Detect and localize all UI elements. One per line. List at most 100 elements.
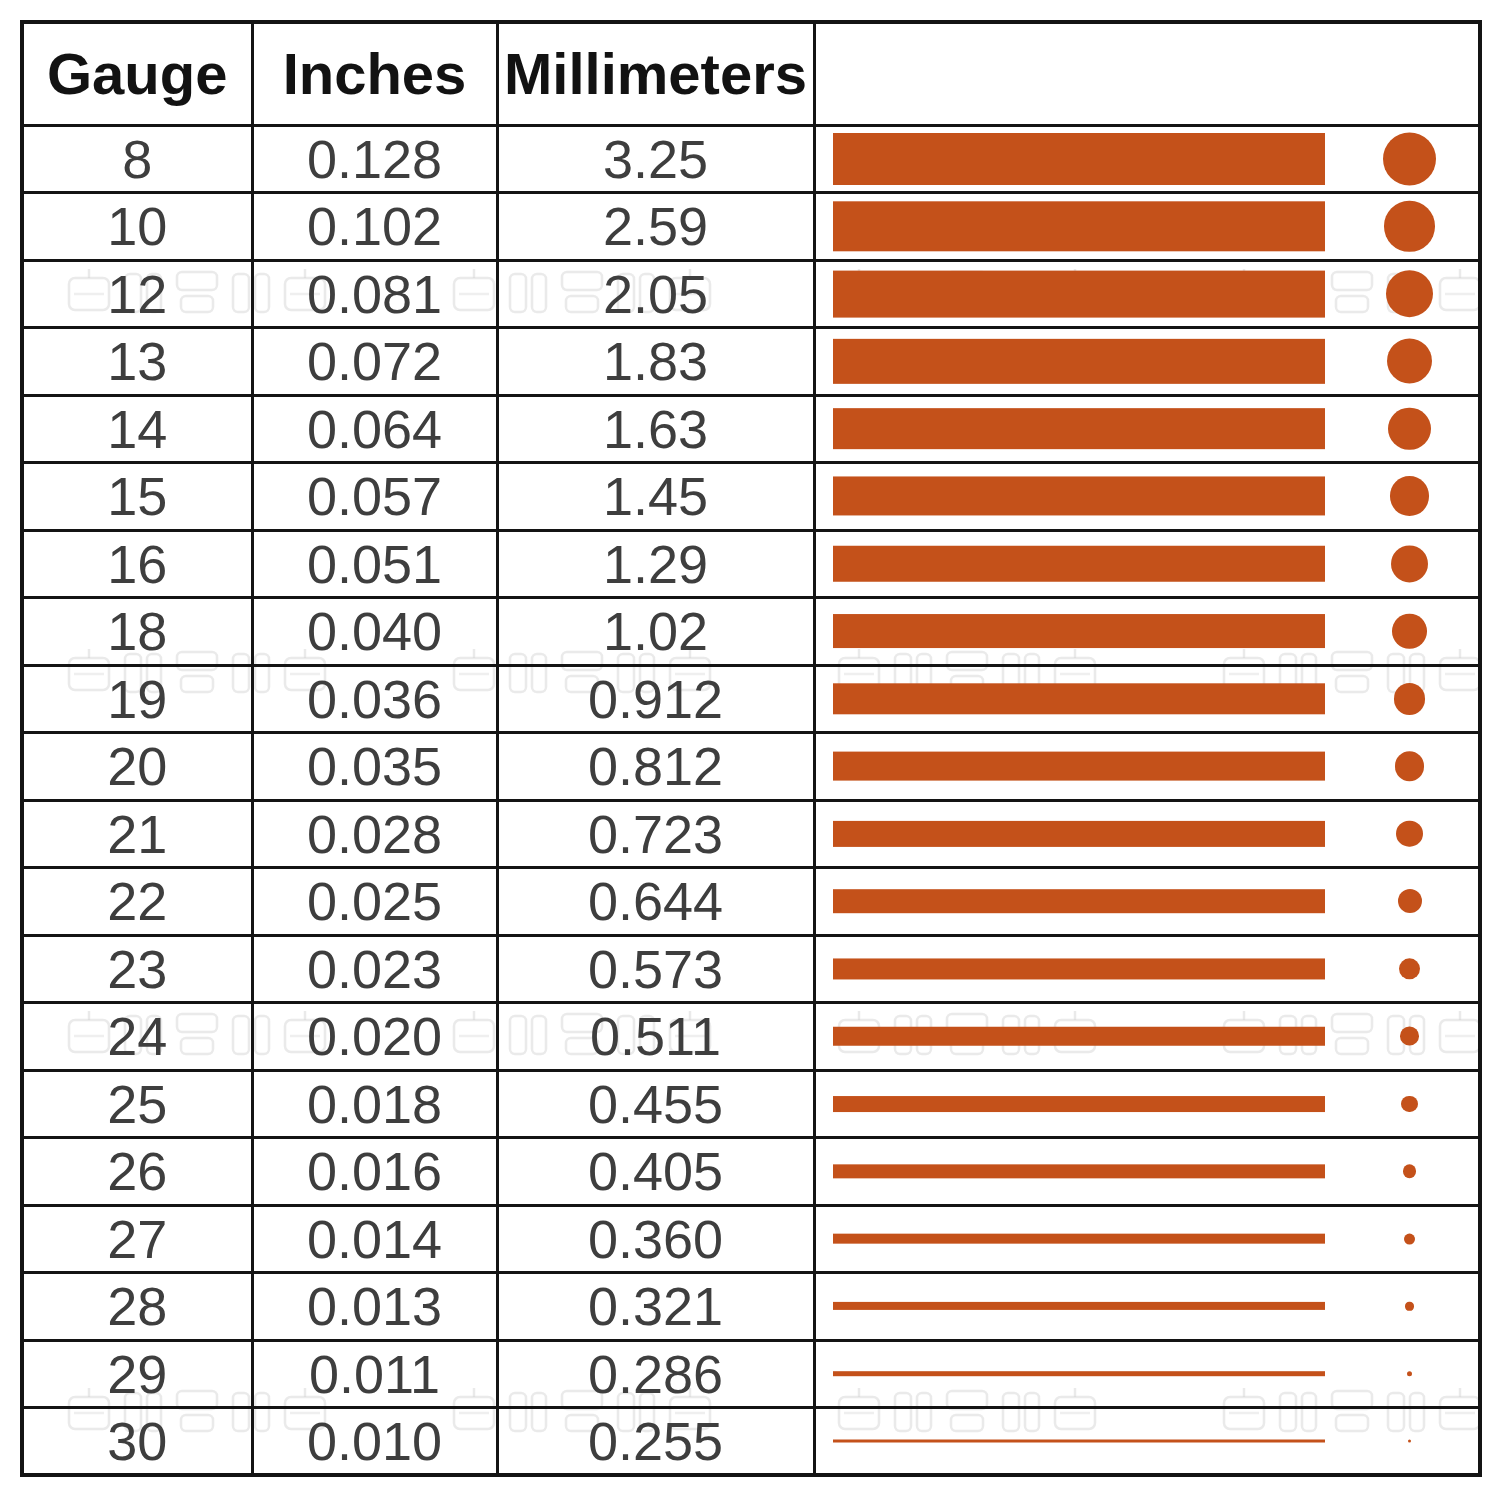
millimeters-cell: 2.05	[497, 260, 814, 328]
gauge-cell: 26	[22, 1138, 252, 1206]
millimeters-cell: 0.286	[497, 1340, 814, 1408]
wire-thickness-bar	[833, 889, 1325, 913]
millimeters-cell: 0.573	[497, 935, 814, 1003]
millimeters-cell: 0.723	[497, 800, 814, 868]
wire-diameter-dot	[1396, 820, 1423, 847]
header-gauge: Gauge	[22, 22, 252, 125]
gauge-table: Gauge Inches Millimeters 80.1283.25100.1…	[20, 20, 1482, 1477]
gauge-cell: 15	[22, 463, 252, 531]
millimeters-cell: 0.321	[497, 1273, 814, 1341]
millimeters-cell: 0.812	[497, 733, 814, 801]
wire-visual-cell	[814, 935, 1480, 1003]
inches-cell: 0.072	[252, 328, 497, 396]
inches-cell: 0.057	[252, 463, 497, 531]
gauge-cell: 23	[22, 935, 252, 1003]
wire-thickness-bar	[833, 821, 1325, 847]
millimeters-cell: 1.63	[497, 395, 814, 463]
gauge-cell: 27	[22, 1205, 252, 1273]
wire-thickness-bar	[833, 133, 1325, 185]
millimeters-cell: 0.255	[497, 1408, 814, 1476]
wire-thickness-bar	[833, 958, 1325, 979]
millimeters-cell: 0.455	[497, 1070, 814, 1138]
wire-thickness-bar	[833, 339, 1325, 383]
wire-visual-cell	[814, 193, 1480, 261]
wire-diameter-dot	[1387, 339, 1432, 384]
table-row: 240.0200.511	[22, 1003, 1480, 1071]
millimeters-cell: 1.02	[497, 598, 814, 666]
wire-visual-cell	[814, 1003, 1480, 1071]
wire-diameter-dot	[1401, 1096, 1417, 1112]
millimeters-cell: 1.83	[497, 328, 814, 396]
millimeters-cell: 0.644	[497, 868, 814, 936]
gauge-cell: 25	[22, 1070, 252, 1138]
gauge-cell: 30	[22, 1408, 252, 1476]
inches-cell: 0.064	[252, 395, 497, 463]
wire-visual-cell	[814, 530, 1480, 598]
wire-thickness-bar	[833, 270, 1325, 317]
header-visual	[814, 22, 1480, 125]
millimeters-cell: 0.912	[497, 665, 814, 733]
wire-diameter-dot	[1408, 1440, 1411, 1443]
wire-visual-cell	[814, 260, 1480, 328]
wire-thickness-bar	[833, 1096, 1325, 1112]
table-row: 220.0250.644	[22, 868, 1480, 936]
gauge-cell: 28	[22, 1273, 252, 1341]
inches-cell: 0.010	[252, 1408, 497, 1476]
gauge-cell: 29	[22, 1340, 252, 1408]
wire-thickness-bar	[833, 614, 1325, 648]
wire-visual-cell	[814, 1340, 1480, 1408]
wire-thickness-bar	[833, 1165, 1325, 1178]
wire-visual-cell	[814, 1070, 1480, 1138]
millimeters-cell: 0.511	[497, 1003, 814, 1071]
gauge-cell: 18	[22, 598, 252, 666]
wire-visual-cell	[814, 1138, 1480, 1206]
gauge-cell: 22	[22, 868, 252, 936]
wire-diameter-dot	[1395, 752, 1424, 781]
table-row: 120.0812.05	[22, 260, 1480, 328]
table-row: 150.0571.45	[22, 463, 1480, 531]
wire-visual-cell	[814, 733, 1480, 801]
wire-thickness-bar	[833, 752, 1325, 781]
table-row: 260.0160.405	[22, 1138, 1480, 1206]
table-row: 190.0360.912	[22, 665, 1480, 733]
wire-diameter-dot	[1404, 1233, 1415, 1244]
table-row: 230.0230.573	[22, 935, 1480, 1003]
wire-thickness-bar	[833, 1233, 1325, 1244]
wire-diameter-dot	[1383, 132, 1436, 185]
inches-cell: 0.020	[252, 1003, 497, 1071]
wire-diameter-dot	[1392, 614, 1427, 649]
table-row: 270.0140.360	[22, 1205, 1480, 1273]
table-row: 300.0100.255	[22, 1408, 1480, 1476]
gauge-cell: 20	[22, 733, 252, 801]
wire-diameter-dot	[1394, 683, 1426, 715]
gauge-cell: 14	[22, 395, 252, 463]
header-millimeters: Millimeters	[497, 22, 814, 125]
millimeters-cell: 1.29	[497, 530, 814, 598]
wire-thickness-bar	[833, 1371, 1325, 1377]
wire-thickness-bar	[833, 546, 1325, 583]
wire-visual-cell	[814, 1408, 1480, 1476]
table-row: 80.1283.25	[22, 125, 1480, 193]
wire-diameter-dot	[1400, 1027, 1419, 1046]
inches-cell: 0.128	[252, 125, 497, 193]
table-row: 140.0641.63	[22, 395, 1480, 463]
wire-diameter-dot	[1384, 201, 1434, 251]
header-inches: Inches	[252, 22, 497, 125]
wire-diameter-dot	[1386, 270, 1434, 318]
page: { "chart_data": { "type": "table", "titl…	[0, 0, 1500, 1500]
wire-visual-cell	[814, 800, 1480, 868]
wire-visual-cell	[814, 463, 1480, 531]
gauge-cell: 13	[22, 328, 252, 396]
wire-thickness-bar	[833, 477, 1325, 516]
gauge-cell: 21	[22, 800, 252, 868]
wire-thickness-bar	[833, 408, 1325, 450]
millimeters-cell: 0.405	[497, 1138, 814, 1206]
wire-diameter-dot	[1403, 1165, 1417, 1179]
wire-visual-cell	[814, 1273, 1480, 1341]
table-row: 250.0180.455	[22, 1070, 1480, 1138]
gauge-cell: 19	[22, 665, 252, 733]
inches-cell: 0.035	[252, 733, 497, 801]
wire-visual-cell	[814, 665, 1480, 733]
wire-thickness-bar	[833, 1027, 1325, 1046]
inches-cell: 0.051	[252, 530, 497, 598]
